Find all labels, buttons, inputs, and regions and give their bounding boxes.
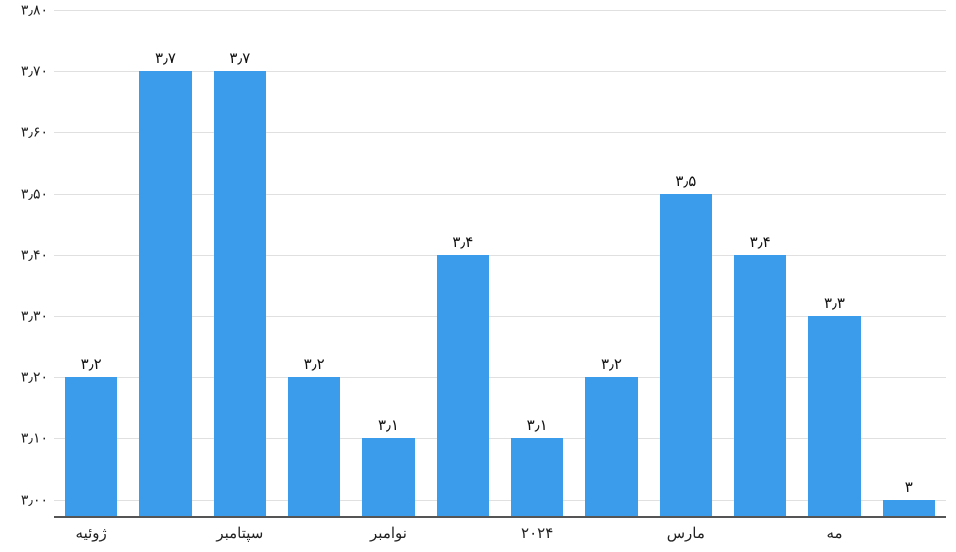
y-tick-label: ۳٫۱۰ — [21, 430, 54, 447]
bar-value-label: ۳ — [905, 478, 913, 500]
y-tick-label: ۳٫۵۰ — [21, 185, 54, 202]
plot-area: ۳٫۰۰۳٫۱۰۳٫۲۰۳٫۳۰۳٫۴۰۳٫۵۰۳٫۶۰۳٫۷۰۳٫۸۰۳٫۲۳… — [54, 10, 946, 518]
y-tick-label: ۳٫۰۰ — [21, 491, 54, 508]
bar: ۳٫۵ — [660, 194, 712, 518]
bar-value-label: ۳٫۲ — [601, 355, 622, 377]
bar-value-label: ۳٫۷ — [229, 49, 250, 71]
bar: ۳٫۲ — [585, 377, 637, 518]
x-tick-label: مارس — [667, 518, 705, 542]
bar-value-label: ۳٫۲ — [304, 355, 325, 377]
bar-chart: ۳٫۰۰۳٫۱۰۳٫۲۰۳٫۳۰۳٫۴۰۳٫۵۰۳٫۶۰۳٫۷۰۳٫۸۰۳٫۲۳… — [0, 0, 956, 552]
bar: ۳٫۱ — [362, 438, 414, 518]
grid-line — [54, 10, 946, 11]
bar: ۳٫۱ — [511, 438, 563, 518]
bar-value-label: ۳٫۴ — [452, 233, 473, 255]
bar-value-label: ۳٫۷ — [155, 49, 176, 71]
bar-value-label: ۳٫۳ — [824, 294, 845, 316]
y-tick-label: ۳٫۴۰ — [21, 246, 54, 263]
bar-value-label: ۳٫۱ — [527, 416, 548, 438]
bar: ۳٫۲ — [65, 377, 117, 518]
bar-value-label: ۳٫۱ — [378, 416, 399, 438]
y-tick-label: ۳٫۳۰ — [21, 308, 54, 325]
bar-value-label: ۳٫۲ — [81, 355, 102, 377]
x-axis-line — [54, 516, 946, 518]
bar: ۳٫۷ — [139, 71, 191, 518]
x-tick-label: نوامبر — [370, 518, 407, 542]
y-tick-label: ۳٫۶۰ — [21, 124, 54, 141]
y-tick-label: ۳٫۷۰ — [21, 63, 54, 80]
bar-value-label: ۳٫۴ — [750, 233, 771, 255]
x-tick-label: سپتامبر — [216, 518, 263, 542]
x-tick-label: مه — [826, 518, 842, 542]
y-tick-label: ۳٫۲۰ — [21, 369, 54, 386]
bar: ۳٫۴ — [734, 255, 786, 518]
bar: ۳٫۷ — [214, 71, 266, 518]
bar: ۳٫۳ — [808, 316, 860, 518]
x-tick-label: ژوئیه — [76, 518, 107, 542]
y-tick-label: ۳٫۸۰ — [21, 2, 54, 19]
bar: ۳٫۴ — [437, 255, 489, 518]
x-tick-label: ۲۰۲۴ — [521, 518, 553, 542]
bar: ۳٫۲ — [288, 377, 340, 518]
bar-value-label: ۳٫۵ — [675, 172, 696, 194]
